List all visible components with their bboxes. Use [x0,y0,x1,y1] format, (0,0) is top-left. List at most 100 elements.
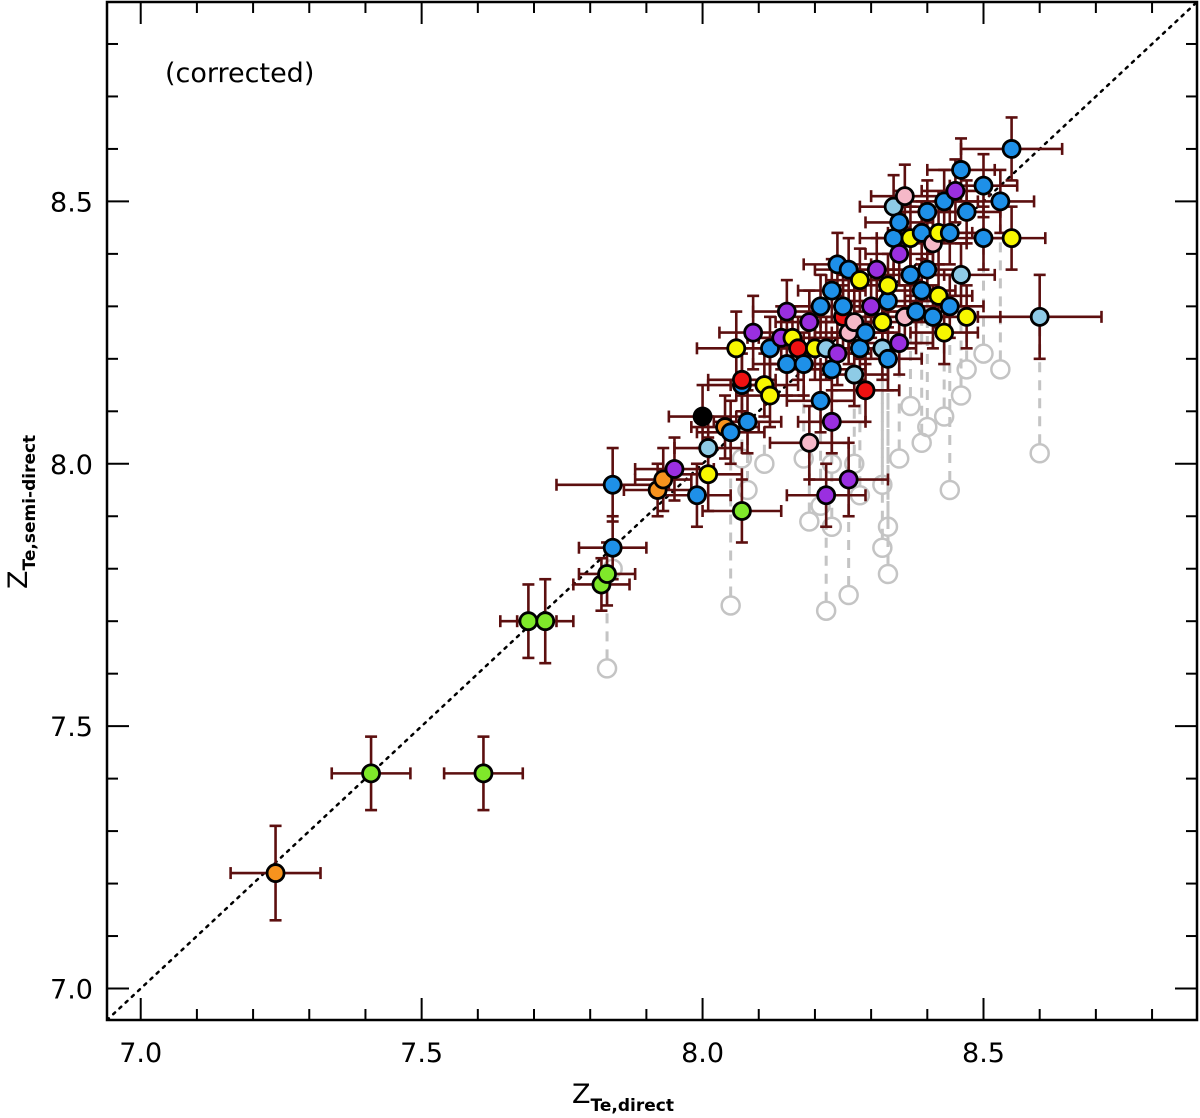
plot-frame [105,0,1199,1022]
data-point-blue [776,354,797,374]
uncorrected-marker [933,406,955,427]
uncorrected-marker [888,448,910,469]
uncorrected-points-layer [596,201,1050,679]
corrected-annotation: (corrected) [165,58,314,89]
data-point-pink [799,432,820,453]
data-point-blue [939,296,960,317]
y-tick-label: 8.0 [50,450,93,481]
svg-text:ZTe,direct: ZTe,direct [572,1079,674,1116]
uncorrected-marker [973,343,994,364]
data-point-blue [911,280,932,301]
y-axis-label-main: Z [3,571,34,590]
uncorrected-marker [1029,443,1050,464]
y-tick-label: 8.5 [50,187,93,218]
data-point-blue [900,264,921,285]
uncorrected-marker [877,563,899,585]
x-tick-label: 7.5 [400,1038,443,1069]
data-point-lightblue [951,264,971,285]
y-tick-label: 7.0 [50,975,93,1006]
one-to-one-line-layer [107,2,1197,1020]
data-point-blue [720,422,741,443]
data-point-yellow [849,270,870,291]
x-axis-label: ZTe,direct [572,1079,674,1116]
uncorrected-marker [877,516,899,537]
data-point-blue [889,212,910,233]
data-point-purple [827,343,848,364]
data-point-blue [810,296,831,317]
data-point-green [361,763,381,784]
data-point-blue [956,201,977,222]
data-point-purple [945,181,966,201]
uncorrected-marker [939,479,961,501]
data-point-purple [889,333,910,353]
one-to-one-dotted-line [107,2,1197,1020]
x-axis-label-sub: Te,direct [591,1096,674,1116]
data-point-blue [878,348,898,369]
data-point-green [731,501,752,521]
data-point-blue [973,228,994,249]
uncorrected-marker [990,359,1011,380]
data-point-green [473,763,494,784]
data-point-black [692,406,713,427]
data-point-purple [889,243,910,264]
data-point-blue [906,301,926,322]
data-point-purple [776,301,797,322]
data-point-blue [687,485,707,506]
data-point-yellow [956,306,977,327]
data-point-lightblue [844,364,865,385]
data-point-yellow [760,385,780,406]
data-point-blue [602,474,623,495]
data-point-pink [894,186,915,207]
data-point-blue [1001,139,1022,159]
data-point-blue [821,280,842,301]
uncorrected-marker [596,658,618,679]
uncorrected-marker [900,395,921,417]
data-point-blue [939,222,960,243]
data-point-yellow [1001,228,1022,249]
x-tick-label: 8.0 [681,1038,724,1069]
data-point-yellow [698,464,719,485]
data-point-blue [990,191,1011,212]
uncorrected-marker [799,511,820,532]
data-point-purple [816,485,837,506]
data-point-blue [793,354,814,374]
data-point-yellow [872,312,893,332]
data-point-yellow [878,275,898,296]
uncorrected-marker [917,416,938,438]
data-point-blue [855,322,876,343]
x-tick-label: 8.5 [962,1038,1005,1069]
uncorrected-marker [872,474,893,496]
data-point-lightblue [1029,306,1050,327]
data-point-blue [917,259,938,280]
data-point-blue [917,201,938,222]
uncorrected-marker [956,359,977,380]
data-point-purple [866,259,887,280]
corrected-points-layer [265,139,1050,883]
uncorrected-marker [838,584,859,606]
uncorrected-marker [754,453,775,475]
y-axis-label-sub: Te,semi-direct [20,435,40,571]
data-point-orange [265,863,286,883]
data-point-blue [923,306,943,327]
data-point-purple [838,469,859,490]
data-point-yellow [934,322,955,343]
data-point-red [731,369,752,390]
y-axis-label: ZTe,semi-direct [3,435,40,589]
data-point-green [597,564,617,584]
data-point-purple [861,296,882,317]
x-tick-label: 7.0 [119,1038,162,1069]
uncorrected-marker [950,385,972,406]
svg-text:ZTe,semi-direct: ZTe,semi-direct [3,435,40,589]
uncorrected-marker [872,537,893,558]
data-point-blue [602,537,623,558]
uncorrected-marker [737,479,758,501]
data-point-blue [737,411,758,432]
data-point-red [855,380,876,401]
data-point-blue [973,175,994,196]
data-point-blue [833,296,853,317]
uncorrected-marker [815,600,837,621]
x-axis-label-main: Z [572,1079,591,1110]
data-point-green [535,611,556,632]
